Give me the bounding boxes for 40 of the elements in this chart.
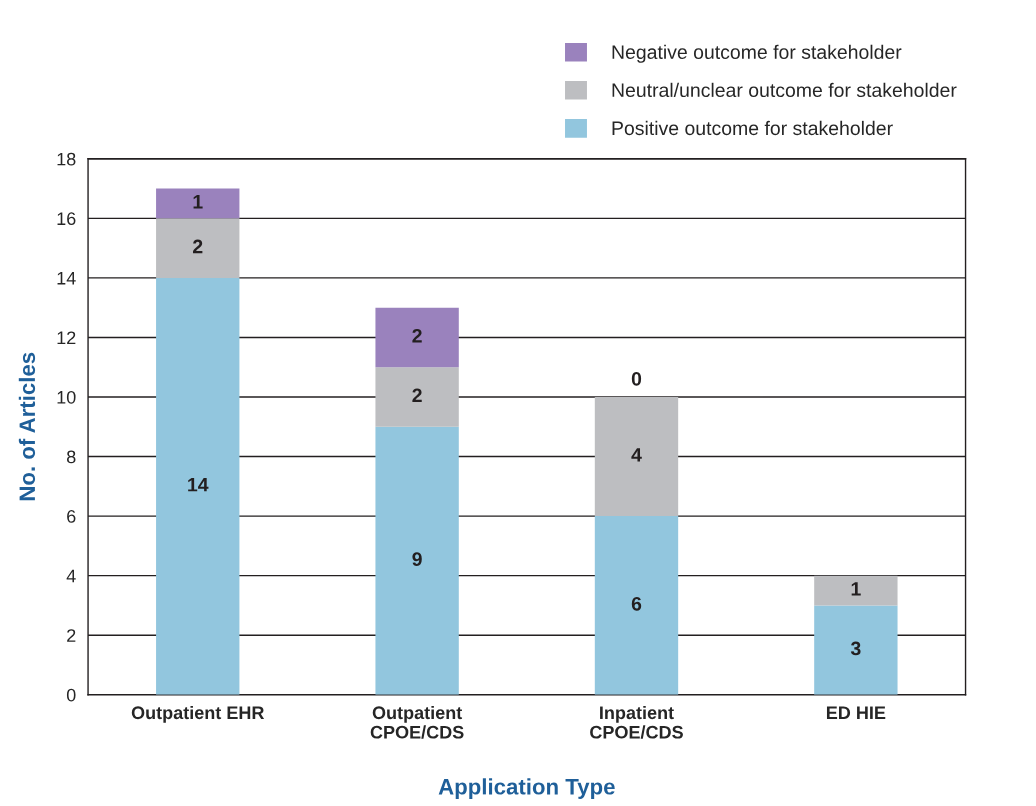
data-label: 3 bbox=[850, 641, 861, 656]
y-tick-label: 16 bbox=[57, 212, 76, 226]
x-tick-label: Outpatient CPOE/CDS bbox=[370, 705, 464, 739]
x-tick-label: Inpatient CPOE/CDS bbox=[590, 705, 683, 739]
bar bbox=[156, 277, 240, 695]
data-label: 9 bbox=[412, 552, 422, 566]
y-tick-label: 18 bbox=[57, 152, 76, 166]
data-label: 2 bbox=[193, 239, 203, 254]
y-tick-label: 8 bbox=[67, 450, 76, 464]
bar bbox=[156, 218, 240, 278]
y-tick-label: 0 bbox=[66, 688, 76, 702]
bar bbox=[594, 516, 679, 695]
y-tick-label: 2 bbox=[67, 629, 76, 642]
bar bbox=[814, 605, 898, 695]
data-label: 6 bbox=[631, 596, 642, 611]
data-label: 1 bbox=[851, 582, 861, 596]
y-tick-label: 10 bbox=[57, 390, 76, 404]
bar bbox=[375, 367, 459, 427]
y-tick-label: 14 bbox=[57, 272, 76, 285]
x-tick-label: Outpatient EHR bbox=[131, 705, 265, 723]
y-tick-label: 6 bbox=[67, 510, 76, 523]
bar bbox=[156, 188, 240, 219]
data-label: 2 bbox=[412, 388, 422, 403]
bar bbox=[375, 307, 459, 368]
bar bbox=[814, 575, 898, 606]
legend-label: Positive outcome for stakeholder bbox=[612, 120, 893, 136]
data-label: 1 bbox=[193, 195, 203, 209]
data-label: 0 bbox=[631, 371, 642, 386]
data-label: 2 bbox=[412, 328, 422, 343]
legend-label: Negative outcome for stakeholder bbox=[612, 44, 902, 63]
x-tick-label: ED HIE bbox=[826, 706, 886, 719]
legend-label: Neutral/unclear outcome for stakeholder bbox=[612, 82, 957, 98]
y-axis-title: No. of Articles bbox=[18, 352, 36, 501]
y-tick-label: 4 bbox=[66, 569, 76, 583]
bar bbox=[375, 426, 459, 695]
data-label: 4 bbox=[631, 448, 642, 462]
bar bbox=[594, 397, 679, 517]
data-label: 14 bbox=[188, 477, 209, 492]
y-tick-label: 12 bbox=[57, 331, 76, 344]
x-axis-title: Application Type bbox=[438, 778, 615, 799]
